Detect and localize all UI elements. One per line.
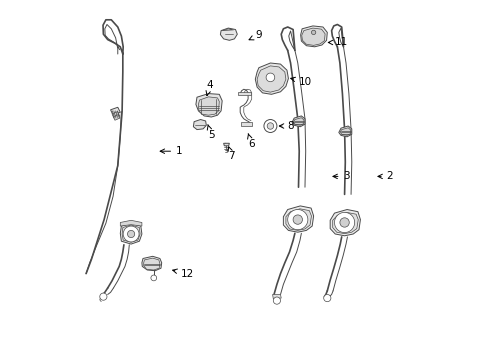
Polygon shape — [198, 97, 219, 115]
Polygon shape — [113, 114, 120, 120]
Circle shape — [334, 212, 354, 233]
Circle shape — [311, 30, 315, 35]
Polygon shape — [291, 116, 305, 127]
Circle shape — [287, 210, 307, 230]
Circle shape — [151, 275, 156, 281]
Text: 10: 10 — [290, 77, 312, 87]
Polygon shape — [223, 143, 229, 146]
Polygon shape — [329, 210, 360, 236]
Polygon shape — [110, 107, 120, 115]
Circle shape — [323, 294, 330, 302]
Text: 7: 7 — [227, 147, 234, 161]
Text: 1: 1 — [160, 146, 183, 156]
Circle shape — [123, 226, 139, 242]
Text: 2: 2 — [377, 171, 392, 181]
Circle shape — [265, 73, 274, 82]
Polygon shape — [338, 126, 351, 137]
Polygon shape — [241, 122, 252, 126]
Polygon shape — [285, 209, 311, 230]
Polygon shape — [272, 294, 281, 299]
Polygon shape — [222, 29, 233, 31]
Polygon shape — [332, 212, 358, 234]
Polygon shape — [122, 225, 140, 242]
Polygon shape — [255, 63, 288, 94]
Text: 11: 11 — [327, 37, 348, 48]
Polygon shape — [196, 94, 222, 117]
Text: 9: 9 — [248, 30, 262, 40]
Text: 5: 5 — [207, 125, 214, 140]
Circle shape — [100, 293, 107, 300]
Polygon shape — [220, 28, 237, 40]
Polygon shape — [340, 128, 350, 135]
Polygon shape — [283, 206, 313, 232]
Circle shape — [292, 215, 302, 224]
Polygon shape — [193, 120, 206, 130]
Circle shape — [127, 230, 134, 238]
Polygon shape — [300, 26, 326, 47]
Polygon shape — [120, 223, 142, 244]
Text: 6: 6 — [247, 134, 254, 149]
Text: 4: 4 — [205, 80, 213, 95]
Polygon shape — [112, 112, 120, 118]
Text: 3: 3 — [332, 171, 349, 181]
Circle shape — [339, 218, 348, 227]
Text: 8: 8 — [279, 121, 294, 131]
Polygon shape — [143, 258, 160, 270]
Circle shape — [264, 120, 276, 132]
Circle shape — [266, 123, 273, 129]
Circle shape — [273, 297, 280, 304]
Polygon shape — [301, 28, 325, 45]
Polygon shape — [293, 118, 303, 125]
Polygon shape — [142, 256, 162, 271]
Text: 12: 12 — [172, 269, 193, 279]
Polygon shape — [257, 66, 285, 92]
Polygon shape — [238, 92, 250, 95]
Polygon shape — [120, 220, 142, 226]
